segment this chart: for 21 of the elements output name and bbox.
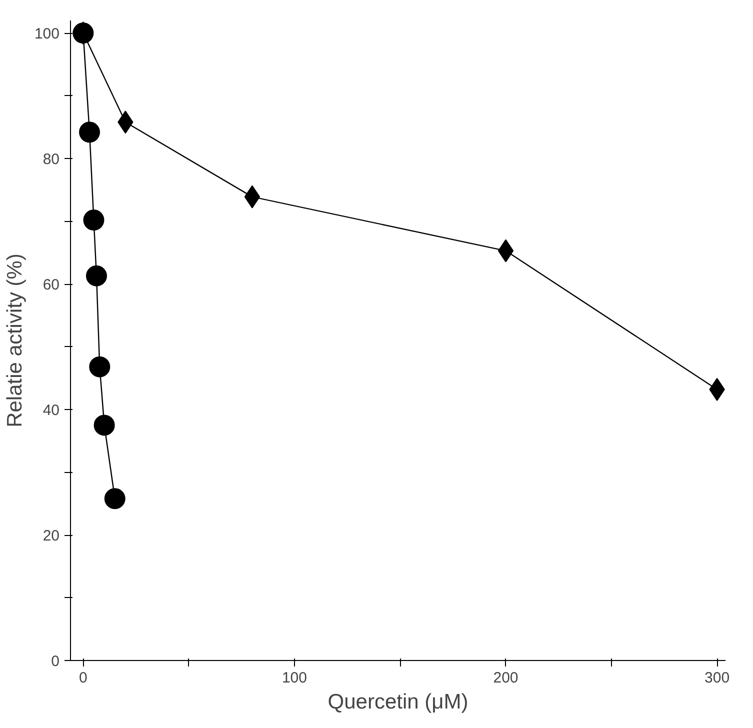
y-tick-label: 60: [42, 276, 60, 294]
x-tick-label: 200: [493, 670, 518, 686]
point: [89, 356, 110, 378]
y-tick-label: 100: [34, 26, 60, 43]
point: [104, 488, 126, 510]
point: [244, 185, 260, 208]
x-tick-label: 300: [704, 670, 730, 686]
y-tick-label: 40: [42, 402, 60, 420]
point: [79, 122, 100, 143]
point: [94, 414, 115, 436]
x-axis-title: Quercetin (μM): [328, 690, 468, 714]
y-axis-title: Relatie activity (%): [3, 254, 26, 428]
y-tick-label: 80: [42, 151, 60, 168]
x-tick-label: 100: [282, 670, 307, 686]
x-tick-label: 0: [79, 670, 88, 686]
point: [86, 265, 107, 286]
point: [498, 239, 514, 262]
y-tick-label: 20: [42, 528, 60, 545]
point: [72, 22, 94, 44]
point: [83, 210, 104, 231]
y-tick-label: 0: [51, 653, 60, 670]
